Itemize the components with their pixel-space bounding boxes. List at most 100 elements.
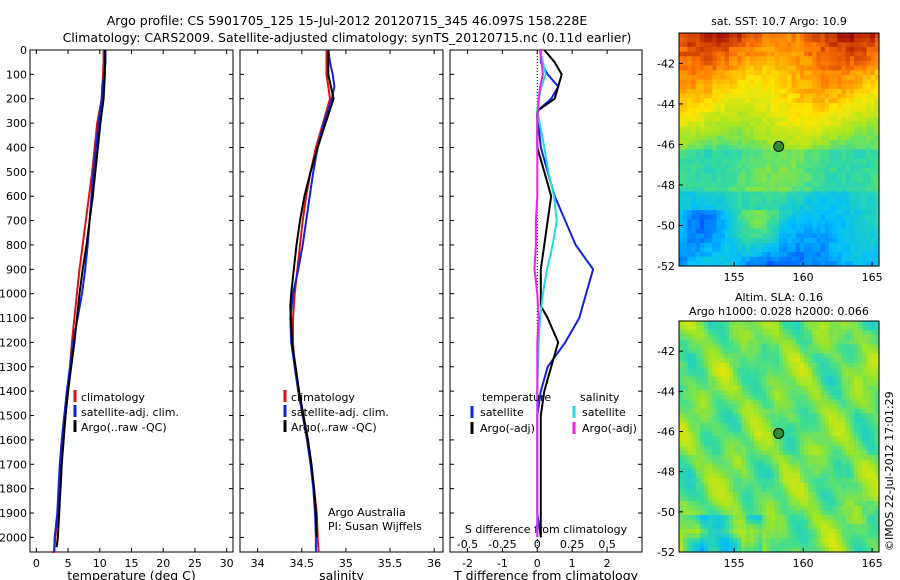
heatmap-cell (816, 399, 822, 405)
heatmap-cell (708, 261, 713, 267)
heatmap-cell (783, 144, 788, 151)
heatmap-cell (762, 84, 768, 90)
heatmap-cell (691, 496, 697, 502)
heatmap-cell (708, 348, 713, 354)
heatmap-cell (737, 135, 743, 141)
heatmap-cell (749, 436, 755, 442)
heatmap-cell (754, 427, 759, 433)
heatmap-cell (845, 427, 851, 433)
heatmap-cell (874, 510, 880, 516)
heatmap-cell (837, 46, 843, 53)
heatmap-cell (745, 219, 751, 225)
heatmap-cell (804, 524, 809, 530)
heatmap-cell (849, 371, 855, 378)
heatmap-cell (824, 524, 830, 530)
heatmap-cell (849, 74, 855, 81)
heatmap-cell (799, 538, 805, 544)
heatmap-cell (708, 51, 713, 57)
heatmap-cell (770, 60, 776, 67)
heatmap-cell (816, 233, 822, 239)
heatmap-cell (737, 144, 743, 151)
heatmap-cell (737, 130, 743, 137)
heatmap-cell (837, 168, 843, 174)
heatmap-cell (729, 98, 734, 104)
heatmap-cell (716, 102, 722, 109)
heatmap-cell (833, 528, 838, 535)
heatmap-cell (799, 210, 805, 216)
heatmap-cell (837, 459, 843, 465)
heatmap-cell (833, 42, 838, 48)
heatmap-cell (858, 501, 863, 507)
heatmap-cell (874, 182, 880, 188)
heatmap-cell (854, 149, 859, 155)
heatmap-cell (849, 399, 855, 405)
heatmap-cell (712, 261, 718, 267)
heatmap-cell (737, 321, 743, 327)
heatmap-cell (787, 93, 793, 99)
heatmap-cell (704, 538, 709, 544)
heatmap-cell (799, 60, 805, 67)
heatmap-cell (795, 367, 801, 373)
heatmap-cell (704, 196, 709, 202)
heatmap-cell (758, 454, 763, 461)
heatmap-cell (708, 42, 713, 48)
heatmap-cell (791, 385, 797, 391)
heatmap-cell (858, 46, 863, 53)
heatmap-cell (691, 344, 697, 350)
heatmap-cell (862, 70, 868, 76)
heatmap-cell (820, 445, 826, 451)
heatmap-cell (829, 107, 834, 113)
heatmap-cell (745, 210, 751, 216)
heatmap-cell (812, 247, 818, 253)
heatmap-cell (704, 130, 709, 137)
heatmap-cell (695, 261, 701, 267)
heatmap-cell (816, 376, 822, 382)
heatmap-cell (829, 186, 834, 193)
heatmap-cell (849, 413, 855, 419)
heatmap-cell (733, 238, 738, 244)
heatmap-cell (837, 330, 843, 336)
heatmap-cell (833, 135, 838, 141)
heatmap-cell (729, 70, 734, 76)
heatmap-cell (837, 200, 843, 207)
heatmap-cell (858, 390, 863, 396)
heatmap-cell (745, 496, 751, 502)
heatmap-cell (741, 418, 747, 424)
heatmap-cell (845, 353, 851, 359)
heatmap-cell (758, 376, 763, 382)
heatmap-cell (745, 376, 751, 382)
heatmap-cell (849, 367, 855, 373)
heatmap-cell (770, 321, 776, 327)
heatmap-cell (866, 37, 872, 43)
heatmap-cell (729, 163, 734, 169)
heatmap-cell (779, 135, 784, 141)
heatmap-cell (783, 116, 788, 123)
heatmap-cell (741, 112, 747, 118)
heatmap-cell (833, 140, 838, 146)
heatmap-cell (720, 325, 726, 331)
heatmap-cell (795, 339, 801, 345)
heatmap-cell (745, 487, 751, 493)
heatmap-cell (795, 93, 801, 99)
heatmap-cell (762, 74, 768, 81)
heatmap-cell (695, 468, 701, 475)
heatmap-cell (824, 353, 830, 359)
heatmap-cell (870, 362, 876, 368)
heatmap-cell (733, 390, 738, 396)
heatmap-cell (745, 79, 751, 85)
heatmap-cell (770, 51, 776, 57)
heatmap-cell (812, 107, 818, 113)
heatmap-cell (695, 344, 701, 350)
heatmap-cell (858, 468, 863, 475)
heatmap-cell (858, 344, 863, 350)
heatmap-cell (679, 431, 684, 438)
heatmap-cell (691, 219, 697, 225)
heatmap-cell (816, 390, 822, 396)
heatmap-cell (683, 450, 688, 456)
heatmap-cell (870, 191, 876, 197)
heatmap-cell (870, 168, 876, 174)
heatmap-cell (779, 93, 784, 99)
heatmap-cell (870, 515, 876, 521)
heatmap-cell (687, 135, 693, 141)
heatmap-cell (858, 436, 863, 442)
